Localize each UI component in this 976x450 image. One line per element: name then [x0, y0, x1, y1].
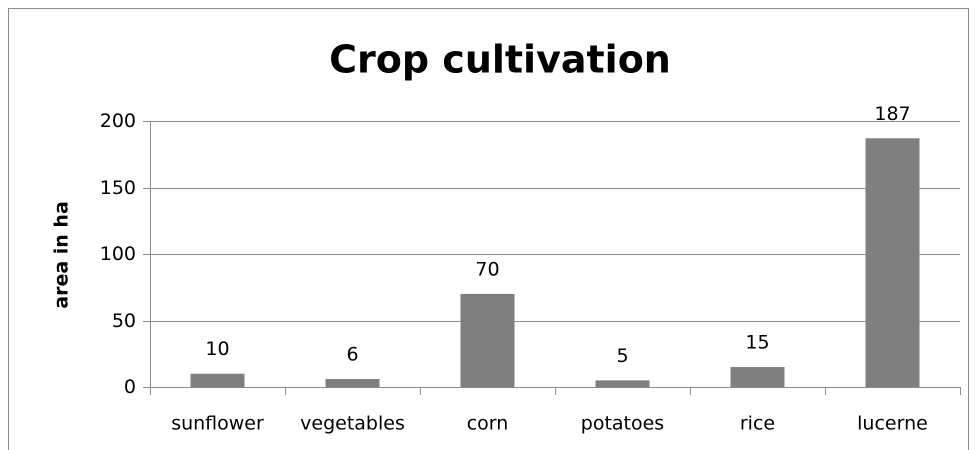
y-tick-label: 0 — [124, 376, 136, 398]
bar — [595, 380, 650, 387]
chart-title: Crop cultivation — [329, 38, 671, 82]
y-tick-label: 150 — [100, 177, 136, 199]
bar — [865, 138, 920, 387]
x-tick-label: sunflower — [171, 413, 264, 435]
data-label: 15 — [745, 332, 769, 354]
bar — [460, 293, 515, 387]
bar — [190, 373, 245, 387]
data-label: 6 — [346, 344, 358, 366]
x-tick-label: corn — [467, 413, 509, 435]
y-tick-label: 100 — [100, 243, 136, 265]
x-tick-label: vegetables — [300, 413, 405, 435]
bar — [730, 367, 785, 387]
x-tick-label: lucerne — [857, 413, 928, 435]
data-label: 70 — [475, 258, 499, 280]
y-axis-label: area in ha — [51, 201, 73, 309]
y-tick-label: 50 — [112, 310, 136, 332]
data-label: 10 — [205, 338, 229, 360]
y-tick-label: 200 — [100, 110, 136, 132]
bar — [325, 379, 380, 387]
data-label: 5 — [616, 345, 628, 367]
data-label: 187 — [874, 103, 910, 125]
x-tick-label: potatoes — [581, 413, 664, 435]
x-tick-label: rice — [740, 413, 775, 435]
